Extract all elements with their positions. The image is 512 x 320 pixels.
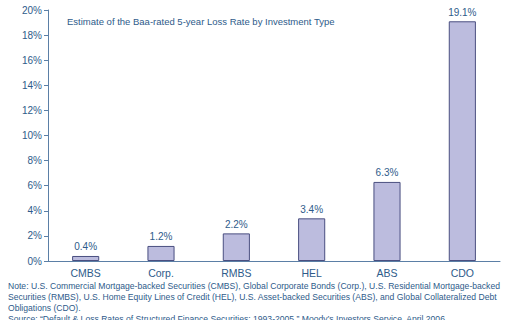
- svg-text:8%: 8%: [28, 155, 43, 166]
- svg-text:ABS: ABS: [376, 267, 397, 279]
- svg-text:2.2%: 2.2%: [225, 219, 248, 230]
- svg-text:0.4%: 0.4%: [74, 241, 97, 252]
- svg-text:Obligations (CDO).: Obligations (CDO).: [8, 303, 81, 313]
- svg-text:14%: 14%: [22, 80, 42, 91]
- svg-text:0%: 0%: [28, 256, 43, 267]
- svg-text:20%: 20%: [22, 5, 42, 16]
- svg-text:18%: 18%: [22, 30, 42, 41]
- svg-text:10%: 10%: [22, 130, 42, 141]
- svg-text:19.1%: 19.1%: [448, 7, 476, 18]
- svg-text:Corp.: Corp.: [148, 267, 174, 279]
- svg-text:CDO: CDO: [451, 267, 474, 279]
- svg-text:3.4%: 3.4%: [300, 204, 323, 215]
- svg-text:16%: 16%: [22, 55, 42, 66]
- svg-text:6%: 6%: [28, 180, 43, 191]
- svg-text:2%: 2%: [28, 230, 43, 241]
- svg-text:Note: U.S. Commercial Mortgage: Note: U.S. Commercial Mortgage-backed Se…: [8, 281, 502, 291]
- svg-text:6.3%: 6.3%: [376, 167, 399, 178]
- svg-text:12%: 12%: [22, 105, 42, 116]
- svg-text:1.2%: 1.2%: [150, 231, 173, 242]
- svg-text:Securities (RMBS), U.S. Home E: Securities (RMBS), U.S. Home Equity Line…: [8, 292, 499, 302]
- svg-text:RMBS: RMBS: [221, 267, 251, 279]
- svg-text:CMBS: CMBS: [70, 267, 100, 279]
- svg-text:Source: “Default & Loss Rates: Source: “Default & Loss Rates of Structu…: [8, 314, 447, 320]
- svg-text:4%: 4%: [28, 205, 43, 216]
- svg-text:Estimate of the Baa-rated 5-ye: Estimate of the Baa-rated 5-year Loss Ra…: [67, 16, 335, 27]
- svg-text:HEL: HEL: [301, 267, 322, 279]
